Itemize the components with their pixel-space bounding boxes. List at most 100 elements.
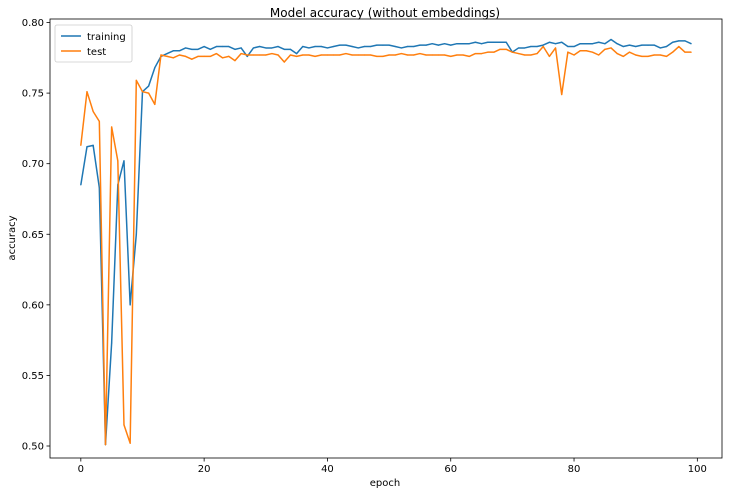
data-point-test xyxy=(111,126,113,128)
data-point-test xyxy=(289,54,292,56)
data-point-training xyxy=(351,45,353,48)
data-point-test xyxy=(222,57,224,59)
y-tick-label: 0.75 xyxy=(22,89,44,100)
data-point-training xyxy=(345,44,347,46)
x-axis-label: epoch xyxy=(370,478,400,489)
data-point-test xyxy=(431,54,433,56)
data-point-test xyxy=(678,45,680,48)
data-point-test xyxy=(203,55,205,58)
data-point-test xyxy=(296,55,298,58)
data-point-training xyxy=(339,44,341,46)
data-point-test xyxy=(92,110,94,113)
x-tick-label: 100 xyxy=(688,464,707,475)
data-point-training xyxy=(561,41,563,43)
data-point-training xyxy=(499,41,501,43)
legend-label-training: training xyxy=(87,32,126,43)
data-point-test xyxy=(123,424,125,426)
data-point-test xyxy=(604,48,606,50)
data-point-test xyxy=(339,54,341,56)
data-point-test xyxy=(647,55,649,58)
data-point-training xyxy=(647,44,649,46)
data-point-test xyxy=(456,54,458,56)
data-point-test xyxy=(376,55,378,58)
data-point-training xyxy=(178,50,181,52)
data-point-training xyxy=(437,44,439,46)
data-point-training xyxy=(628,44,631,46)
data-point-training xyxy=(474,41,476,43)
data-point-training xyxy=(302,45,304,48)
data-point-training xyxy=(215,45,218,48)
data-point-training xyxy=(314,45,316,48)
data-point-test xyxy=(511,51,513,53)
data-point-training xyxy=(665,45,668,48)
x-tick-label: 20 xyxy=(198,464,211,475)
data-point-test xyxy=(585,50,587,52)
data-point-test xyxy=(98,120,100,122)
data-point-test xyxy=(641,55,643,58)
data-point-test xyxy=(246,54,248,56)
data-point-test xyxy=(80,144,82,146)
data-point-training xyxy=(172,50,174,52)
data-point-test xyxy=(320,54,322,56)
data-point-training xyxy=(296,52,298,55)
data-point-test xyxy=(665,55,668,58)
data-point-test xyxy=(129,442,131,444)
y-tick-label: 0.80 xyxy=(22,18,44,29)
data-point-training xyxy=(598,41,600,43)
data-point-test xyxy=(388,54,390,56)
data-point-test xyxy=(148,92,150,94)
y-tick-label: 0.70 xyxy=(22,159,44,170)
data-point-test xyxy=(191,58,193,60)
data-point-training xyxy=(567,45,569,48)
data-point-training xyxy=(197,48,199,50)
data-point-test xyxy=(215,52,218,55)
data-point-test xyxy=(209,55,211,58)
data-point-training xyxy=(487,41,489,43)
data-point-training xyxy=(579,43,581,45)
data-point-training xyxy=(548,41,550,43)
y-tick-label: 0.50 xyxy=(22,442,44,453)
data-point-training xyxy=(462,43,464,45)
x-axis-ticks: 0 20 40 60 80 100 xyxy=(78,458,707,475)
series-line-training xyxy=(80,38,692,446)
data-point-test xyxy=(265,54,267,56)
data-point-test xyxy=(610,47,612,49)
series-line-test xyxy=(80,45,692,446)
data-point-test xyxy=(425,54,427,56)
data-point-test xyxy=(437,54,439,56)
data-point-test xyxy=(628,51,631,53)
data-point-test xyxy=(197,55,199,58)
y-tick-label: 0.60 xyxy=(22,300,44,311)
data-point-test xyxy=(493,51,495,53)
data-point-test xyxy=(135,79,137,81)
data-point-training xyxy=(234,48,236,50)
data-point-test xyxy=(517,52,520,55)
data-point-training xyxy=(326,47,329,49)
data-point-training xyxy=(542,44,544,46)
data-point-test xyxy=(185,55,187,58)
data-point-test xyxy=(419,52,421,55)
data-point-test xyxy=(598,54,600,56)
legend: training test xyxy=(54,24,133,63)
legend-label-test: test xyxy=(87,47,106,58)
data-point-training xyxy=(456,43,458,45)
data-point-training xyxy=(690,43,692,45)
data-point-training xyxy=(357,47,359,49)
data-point-test xyxy=(548,55,550,58)
data-point-training xyxy=(111,342,113,344)
data-point-test xyxy=(530,54,532,56)
series-training xyxy=(80,38,692,446)
data-point-training xyxy=(406,45,409,48)
data-point-test xyxy=(406,54,409,56)
data-point-training xyxy=(468,43,470,45)
data-point-test xyxy=(561,93,563,96)
data-point-training xyxy=(443,43,446,45)
data-point-training xyxy=(413,45,415,48)
data-point-training xyxy=(277,45,279,48)
data-point-test xyxy=(259,54,261,56)
data-point-training xyxy=(641,44,643,46)
data-point-training xyxy=(363,45,366,48)
data-point-test xyxy=(326,54,329,56)
data-point-training xyxy=(431,43,433,45)
